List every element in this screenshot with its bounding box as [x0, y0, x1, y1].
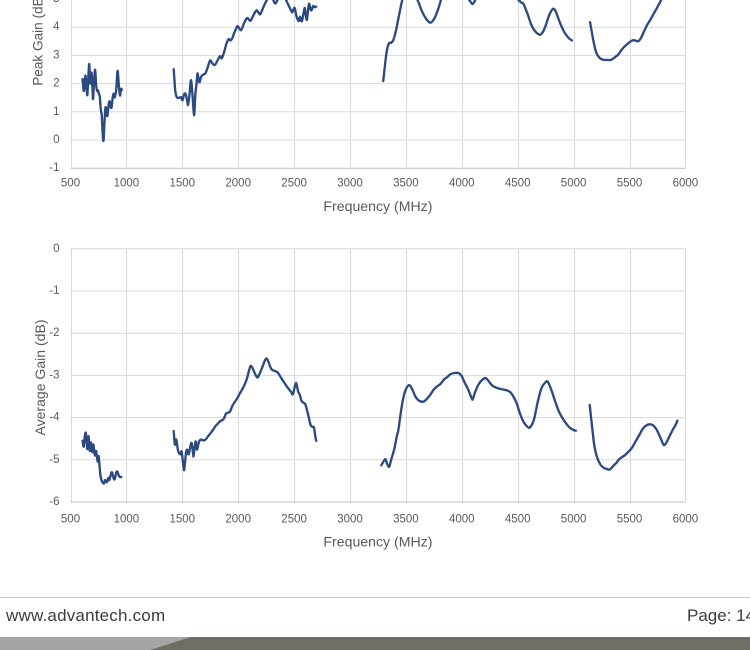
y-tick-label: 0	[53, 243, 59, 255]
y-tick-label: 5	[53, 0, 59, 5]
x-axis-title: Frequency (MHz)	[323, 534, 432, 550]
x-tick-label: 5500	[617, 514, 643, 526]
gain-curve-segment	[382, 0, 574, 83]
x-tick-label: 5000	[561, 514, 587, 526]
x-axis-title: Frequency (MHz)	[323, 198, 432, 214]
x-tick-label: 5000	[561, 178, 587, 190]
gridlines	[70, 248, 686, 502]
x-tick-label: 4000	[449, 178, 475, 190]
y-tick-label: -5	[49, 454, 59, 466]
y-tick-label: -3	[49, 369, 59, 381]
x-tick-label: 3500	[393, 514, 419, 526]
y-tick-label: 0	[53, 134, 59, 146]
peak-gain-chart: 5 4 3 2 1 0 -1500 1000 1500 2000 2500 3000 3500 4000 4…	[30, 0, 698, 214]
x-tick-label: 4500	[505, 178, 531, 190]
x-tick-label: 1000	[114, 514, 140, 526]
series-lines	[81, 357, 679, 485]
y-tick-labels: 0 -1 -2 -3 -4 -5 -6	[49, 243, 60, 508]
footer-bar	[0, 637, 750, 650]
y-tick-label: -1	[49, 285, 59, 297]
x-tick-label: 3500	[393, 178, 419, 190]
footer-page-number: Page: 14	[687, 605, 750, 625]
x-tick-label: 2500	[281, 178, 307, 190]
footer-separator	[0, 597, 750, 598]
x-tick-label: 6000	[673, 178, 699, 190]
x-tick-label: 5500	[617, 178, 643, 190]
y-axis-title: Average Gain (dB)	[32, 320, 48, 436]
x-tick-label: 3000	[337, 514, 363, 526]
y-tick-label: 4	[53, 21, 60, 33]
x-tick-label: 1000	[114, 178, 140, 190]
x-tick-label: 2000	[225, 178, 251, 190]
y-tick-label: 2	[53, 78, 59, 90]
y-tick-label: -1	[49, 162, 59, 174]
x-tick-label: 4500	[505, 514, 531, 526]
y-tick-label: -4	[49, 412, 60, 424]
series-lines	[81, 0, 663, 143]
gain-curve-segment	[588, 0, 663, 62]
y-tick-labels: 5 4 3 2 1 0 -1	[49, 0, 60, 174]
gain-curve-segment	[172, 357, 318, 472]
y-axis-title: Peak Gain (dB)	[30, 0, 46, 86]
gain-curve-segment	[588, 403, 679, 471]
x-tick-label: 4000	[449, 514, 475, 526]
x-tick-labels: 500 1000 1500 2000 2500 3000 3500 4000 4500 5000 5…	[61, 514, 698, 526]
x-tick-label: 2500	[281, 514, 307, 526]
gridlines	[70, 0, 686, 169]
y-tick-label: 1	[53, 106, 59, 118]
gain-curve-segment	[380, 371, 578, 469]
x-tick-label: 1500	[170, 514, 196, 526]
x-tick-label: 1500	[170, 178, 196, 190]
gain-curve-segment	[81, 62, 123, 143]
y-tick-label: 3	[53, 49, 59, 61]
x-tick-label: 3000	[337, 178, 363, 190]
gain-curve-segment	[81, 431, 123, 485]
y-tick-label: -6	[49, 496, 59, 508]
x-tick-label: 500	[61, 514, 80, 526]
y-tick-label: -2	[49, 327, 59, 339]
x-tick-label: 500	[61, 178, 80, 190]
x-tick-label: 6000	[673, 514, 699, 526]
footer-bar-dark-segment	[0, 637, 750, 650]
x-tick-label: 2000	[225, 514, 251, 526]
x-tick-labels: 500 1000 1500 2000 2500 3000 3500 4000 4500 5000 5…	[61, 178, 698, 190]
footer-website-text: www.advantech.com	[6, 605, 166, 625]
footer-bar-light-segment	[0, 637, 191, 650]
gain-curve-segment	[172, 0, 318, 117]
